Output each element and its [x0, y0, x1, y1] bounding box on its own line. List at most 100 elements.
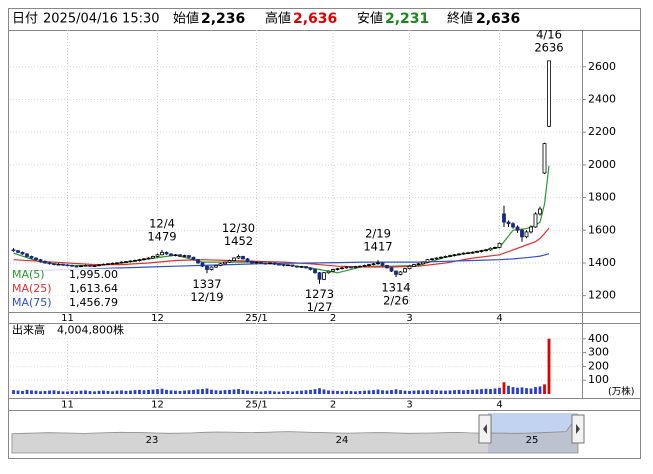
volume-bar — [147, 389, 150, 394]
candle-body — [407, 265, 412, 270]
volume-bar — [43, 390, 47, 394]
annotation-date: 2/26 — [383, 294, 409, 308]
volume-bar — [102, 390, 105, 394]
legend-name: MA(75) — [12, 296, 52, 309]
volume-bar — [282, 391, 285, 394]
volume-bar — [34, 390, 38, 394]
candle-body — [304, 266, 308, 269]
volume-legend-bg — [10, 324, 130, 337]
candle-body — [254, 261, 259, 264]
annotation-value: 1337 — [192, 277, 221, 291]
y-tick-label: 1800 — [588, 191, 616, 204]
candle-body — [119, 261, 124, 264]
volume-bar — [408, 390, 411, 394]
candle-body — [281, 264, 286, 266]
candle-body — [326, 270, 331, 274]
candle-body — [484, 249, 488, 252]
volume-bar — [525, 388, 528, 394]
volume-bar — [376, 389, 380, 394]
volume-bar — [304, 390, 308, 394]
x-tick-label: 2 — [330, 313, 336, 324]
volume-bar — [259, 391, 263, 394]
x-tick-label: 12 — [151, 313, 164, 324]
legend-name: MA(5) — [12, 268, 45, 281]
candle-body — [11, 249, 16, 252]
volume-bar — [318, 388, 321, 394]
candle-body — [160, 251, 164, 256]
candle-body — [308, 267, 313, 270]
candle-body — [29, 256, 34, 259]
candle-body — [173, 254, 178, 256]
candle-body — [524, 231, 529, 238]
volume-bar — [79, 390, 83, 394]
candle-body — [25, 253, 29, 257]
candle-body — [452, 254, 457, 256]
candle-body — [313, 269, 317, 274]
volume-bar — [367, 390, 371, 394]
volume-bar — [174, 390, 177, 394]
volume-bar — [66, 391, 69, 394]
navigator-label: 24 — [336, 435, 349, 446]
candle-body — [142, 258, 146, 261]
candle-body — [506, 221, 511, 225]
candle-body — [106, 263, 110, 265]
volume-bar — [394, 389, 398, 394]
candle-body — [380, 262, 385, 266]
candle-body — [128, 260, 133, 263]
candle-body — [79, 265, 83, 268]
volume-bar — [120, 390, 123, 394]
volume-bar — [70, 390, 74, 394]
candle-body — [101, 263, 106, 266]
volume-unit: (万株) — [608, 386, 634, 398]
x-tick-label: 2 — [330, 400, 336, 411]
x-tick-label: 11 — [61, 400, 74, 411]
candle-body — [425, 259, 430, 263]
annotation-date: 12/30 — [222, 221, 255, 235]
annotation-value: 1479 — [147, 230, 176, 244]
candle-body — [371, 263, 376, 265]
candle-body — [299, 266, 304, 268]
candle-body — [34, 257, 38, 261]
candle-body — [155, 254, 160, 257]
volume-bar — [111, 391, 114, 394]
candle-body — [92, 265, 97, 267]
candle-body — [182, 255, 187, 257]
candle-body — [133, 260, 137, 262]
annotation-date: 12/4 — [149, 217, 175, 231]
volume-bar — [93, 391, 96, 394]
candle-body — [70, 265, 74, 267]
volume-bar — [39, 391, 42, 394]
candle-body — [295, 265, 299, 268]
annotation-date: 12/19 — [190, 290, 223, 304]
volume-bar — [448, 390, 452, 394]
header-value: 2,236 — [201, 11, 245, 27]
volume-bar — [246, 390, 249, 394]
legend-bg — [11, 268, 119, 282]
candle-body — [209, 266, 214, 270]
volume-bar — [237, 389, 240, 394]
annotation-date: 1/27 — [307, 300, 333, 314]
candle-body — [245, 258, 250, 262]
volume-bar — [201, 389, 204, 394]
volume-bar — [471, 389, 474, 394]
candle-body — [515, 226, 520, 231]
candle-body — [317, 272, 322, 280]
candle-body — [277, 263, 281, 266]
candle-body — [533, 213, 538, 228]
header-label: 終値 — [447, 11, 473, 27]
candle-body — [56, 263, 61, 266]
volume-bar — [309, 389, 312, 394]
volume-bar — [399, 390, 402, 394]
volume-bar — [16, 390, 20, 394]
volume-bar — [138, 389, 141, 394]
y-tick-label: 200 — [588, 359, 609, 372]
volume-bar — [232, 389, 236, 394]
volume-bar — [385, 390, 389, 394]
candle-body — [529, 226, 533, 233]
candle-body — [331, 269, 335, 272]
volume-bar — [196, 389, 200, 394]
volume-bar — [345, 390, 348, 394]
candle-body — [97, 264, 101, 267]
volume-bar — [349, 391, 353, 394]
